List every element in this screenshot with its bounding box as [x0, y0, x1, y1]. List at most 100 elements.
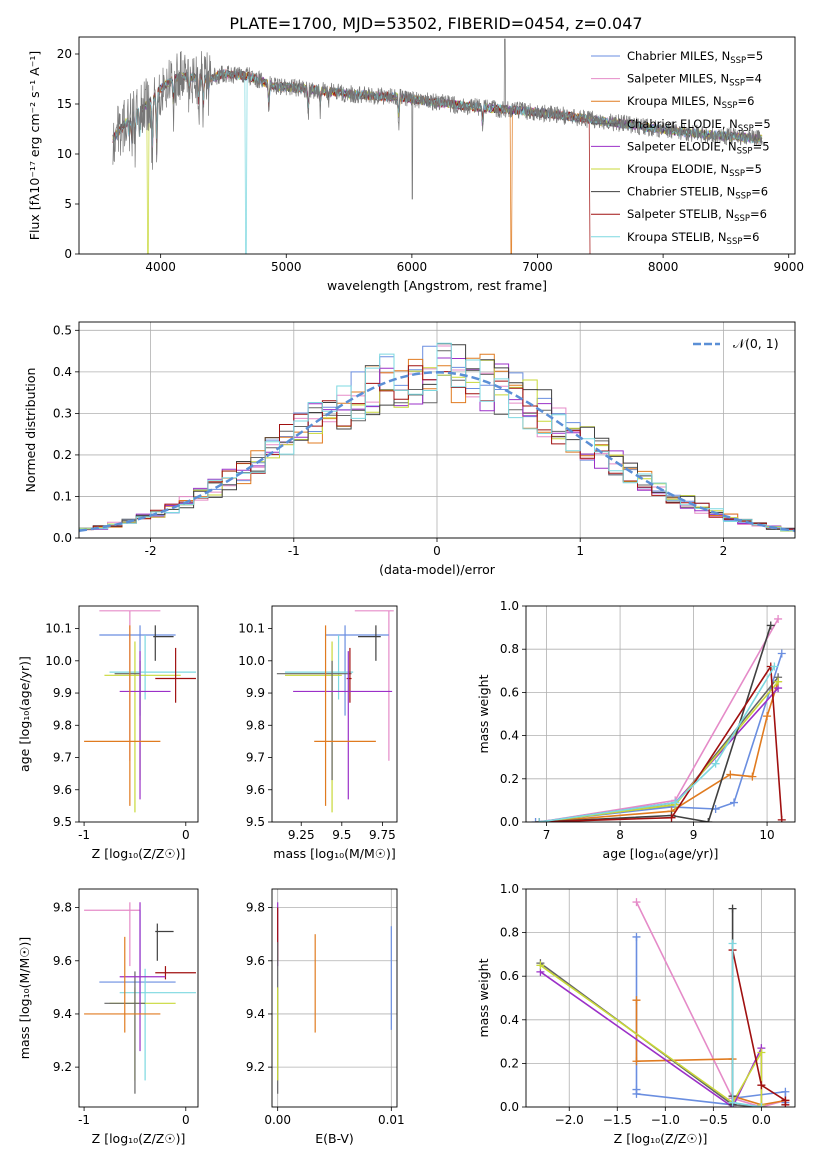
massweight_vs_age-series-5-marker-2	[774, 677, 783, 686]
age-vs-z-panel: -1 0 9.5 9.6 9.7 9.8 9.9 10.0 10.1 Z [log₁₀(Z/Z☉)…	[17, 605, 199, 861]
massweight_vs_age-ytick-label-2: 0.4	[500, 729, 519, 743]
massweight_vs_Z-ytick-label-3: 0.6	[500, 969, 519, 983]
age_vs_mass-xlabel: mass [log₁₀(M/M☉)]	[273, 846, 395, 861]
spectrum-xtick-label-1: 5000	[271, 260, 302, 274]
residuals-ytick-label-2: 0.2	[53, 448, 72, 462]
legend-model-name-5: Kroupa ELODIE	[627, 162, 713, 176]
age_vs_Z-xtick-label-1: 0	[182, 828, 190, 842]
mass_vs_EBV-plot-area	[277, 902, 392, 1094]
age_vs_mass-xtick-label-2: 9.75	[369, 828, 396, 842]
age_vs_Z-ytick-label-4: 9.9	[53, 686, 72, 700]
massweight_vs_Z-frame	[525, 888, 796, 1108]
massweight_vs_age-series-8-marker-2	[711, 759, 720, 768]
massweight_vs_Z-series-1-marker-0	[632, 898, 641, 907]
massweight_vs_age-series-2-marker-2	[726, 770, 735, 779]
legend-nssp-subscript-5: SSP	[729, 169, 745, 179]
age_vs_Z-ytick-label-1: 9.6	[53, 783, 72, 797]
spectrum-ytick-label-3: 15	[57, 97, 72, 111]
legend-nssp-prefix-0: , N	[714, 49, 730, 63]
mass_vs_Z-ytick-label-2: 9.6	[53, 954, 72, 968]
mass_vs_Z-xtick-label-1: 0	[182, 1113, 190, 1127]
spectrum-plot-area	[112, 38, 763, 254]
gaussian-legend-label: 𝒩(0, 1)	[733, 336, 779, 351]
legend-nssp-prefix-4: , N	[721, 139, 737, 153]
legend-nssp-value-7: =6	[750, 207, 767, 221]
residuals-ytick-label-3: 0.3	[53, 406, 72, 420]
legend-model-name-6: Chabrier STELIB	[627, 185, 719, 199]
spectrum-xtick-label-4: 8000	[648, 260, 679, 274]
mass_vs_Z-xtick-label-0: -1	[78, 1113, 90, 1127]
massweight_vs_age-series-6-marker-3	[766, 621, 775, 630]
age_vs_Z-ytick-label-2: 9.7	[53, 751, 72, 765]
legend-nssp-subscript-6: SSP	[735, 192, 751, 202]
massweight_vs_age-series-0-marker-0	[531, 818, 540, 822]
massweight_vs_age-series-0-marker-4	[777, 649, 786, 658]
age_vs_mass-ytick-label-2: 9.7	[246, 751, 265, 765]
massweight_vs_Z-series-2-marker-0	[632, 996, 641, 1005]
legend-model-name-7: Salpeter STELIB	[627, 207, 718, 221]
age_vs_Z-xlabel: Z [log₁₀(Z/Z☉)]	[92, 846, 186, 861]
mass_vs_EBV-ytick-label-0: 9.2	[246, 1060, 265, 1074]
residuals-ytick-label-5: 0.5	[53, 323, 72, 337]
legend-nssp-value-1: =4	[745, 72, 762, 86]
massweight_vs_Z-series-4	[539, 971, 763, 1107]
legend-model-name-1: Salpeter MILES	[627, 72, 713, 86]
spectrum-ytick-label-0: 0	[64, 247, 72, 261]
legend-label-0: Chabrier MILES, NSSP=5	[627, 49, 763, 66]
massweight_vs_age-series-2-marker-4	[763, 712, 772, 721]
massweight_vs_Z-ytick-label-1: 0.2	[500, 1056, 519, 1070]
age_vs_Z-xtick-label-0: -1	[78, 828, 90, 842]
massweight_vs_age-series-5	[539, 681, 779, 822]
mass-vs-ebv-panel: 0.00 0.01 9.2 9.4 9.6 9.8 E(B-V)	[246, 888, 405, 1146]
residuals-ytick-label-1: 0.1	[53, 489, 72, 503]
legend-label-6: Chabrier STELIB, NSSP=6	[627, 185, 768, 202]
legend-nssp-value-8: =6	[742, 230, 759, 244]
histogram-kroupa-stelib	[79, 342, 795, 532]
age_vs_Z-plot-area	[84, 610, 196, 813]
massweight_vs_age-ytick-label-3: 0.6	[500, 685, 519, 699]
legend-nssp-subscript-4: SSP	[737, 146, 753, 156]
spectrum-ytick-label-1: 5	[64, 197, 72, 211]
gaussian-curve	[79, 371, 795, 532]
spectrum-xtick-label-5: 9000	[773, 260, 804, 274]
legend-nssp-prefix-7: , N	[718, 207, 734, 221]
massweight_vs_age-xtick-label-2: 9	[690, 828, 698, 842]
age_vs_Z-ytick-label-5: 10.0	[45, 654, 72, 668]
age_vs_mass-frame	[271, 605, 398, 823]
legend-nssp-prefix-6: , N	[719, 185, 735, 199]
residuals-xtick-label-3: 1	[576, 544, 584, 558]
massweight_vs_Z-xtick-label-0: −2.0	[555, 1113, 584, 1127]
residuals-ylabel: Normed distribution	[23, 368, 38, 493]
legend-nssp-prefix-8: , N	[711, 230, 727, 244]
massweight_vs_Z-series-0-marker-5	[781, 1087, 790, 1096]
legend-label-8: Kroupa STELIB, NSSP=6	[627, 230, 759, 247]
legend-nssp-value-4: =5	[753, 139, 770, 153]
massweight_vs_Z-series-2-marker-1	[632, 1057, 641, 1066]
massweight_vs_Z-series-7	[731, 949, 787, 1105]
legend-nssp-subscript-8: SSP	[727, 237, 743, 247]
age_vs_mass-ytick-label-5: 10.0	[238, 654, 265, 668]
legend-nssp-subscript-7: SSP	[734, 214, 750, 224]
figure-title: PLATE=1700, MJD=53502, FIBERID=0454, z=0…	[229, 14, 642, 33]
spectrum-observed-data	[112, 38, 763, 200]
mass-vs-z-panel: -1 0 9.2 9.4 9.6 9.8 Z [log₁₀(Z/Z☉)] mass [log₁…	[17, 888, 199, 1146]
legend-label-1: Salpeter MILES, NSSP=4	[627, 72, 762, 89]
massweight_vs_Z-series-7-marker-3	[781, 1100, 790, 1107]
massweight_vs_Z-series-8-marker-0	[728, 939, 737, 948]
massweight_vs_age-ytick-label-5: 1.0	[500, 599, 519, 613]
residuals-xtick-label-2: 0	[433, 544, 441, 558]
legend-nssp-value-2: =6	[737, 94, 754, 108]
massweight_vs_Z-series-5-marker-2	[757, 1048, 766, 1057]
massweight_vs_age-series-8	[539, 666, 776, 822]
age_vs_mass-ytick-label-4: 9.9	[246, 686, 265, 700]
residuals-frame	[78, 321, 796, 539]
mass_vs_Z-ytick-label-3: 9.8	[53, 901, 72, 915]
age_vs_mass-ytick-label-6: 10.1	[238, 622, 265, 636]
mass_vs_Z-xlabel: Z [log₁₀(Z/Z☉)]	[92, 1131, 186, 1146]
massweight_vs_Z-xtick-label-2: −1.0	[651, 1113, 680, 1127]
massweight_vs_age-ytick-label-1: 0.2	[500, 772, 519, 786]
massweight_vs_Z-plot-area	[536, 898, 790, 1107]
age-vs-mass-panel: 9.25 9.5 9.75 9.5 9.6 9.7 9.8 9.9 10.0 10.1 mass […	[238, 605, 398, 861]
legend-label-3: Chabrier ELODIE, NSSP=5	[627, 117, 771, 134]
